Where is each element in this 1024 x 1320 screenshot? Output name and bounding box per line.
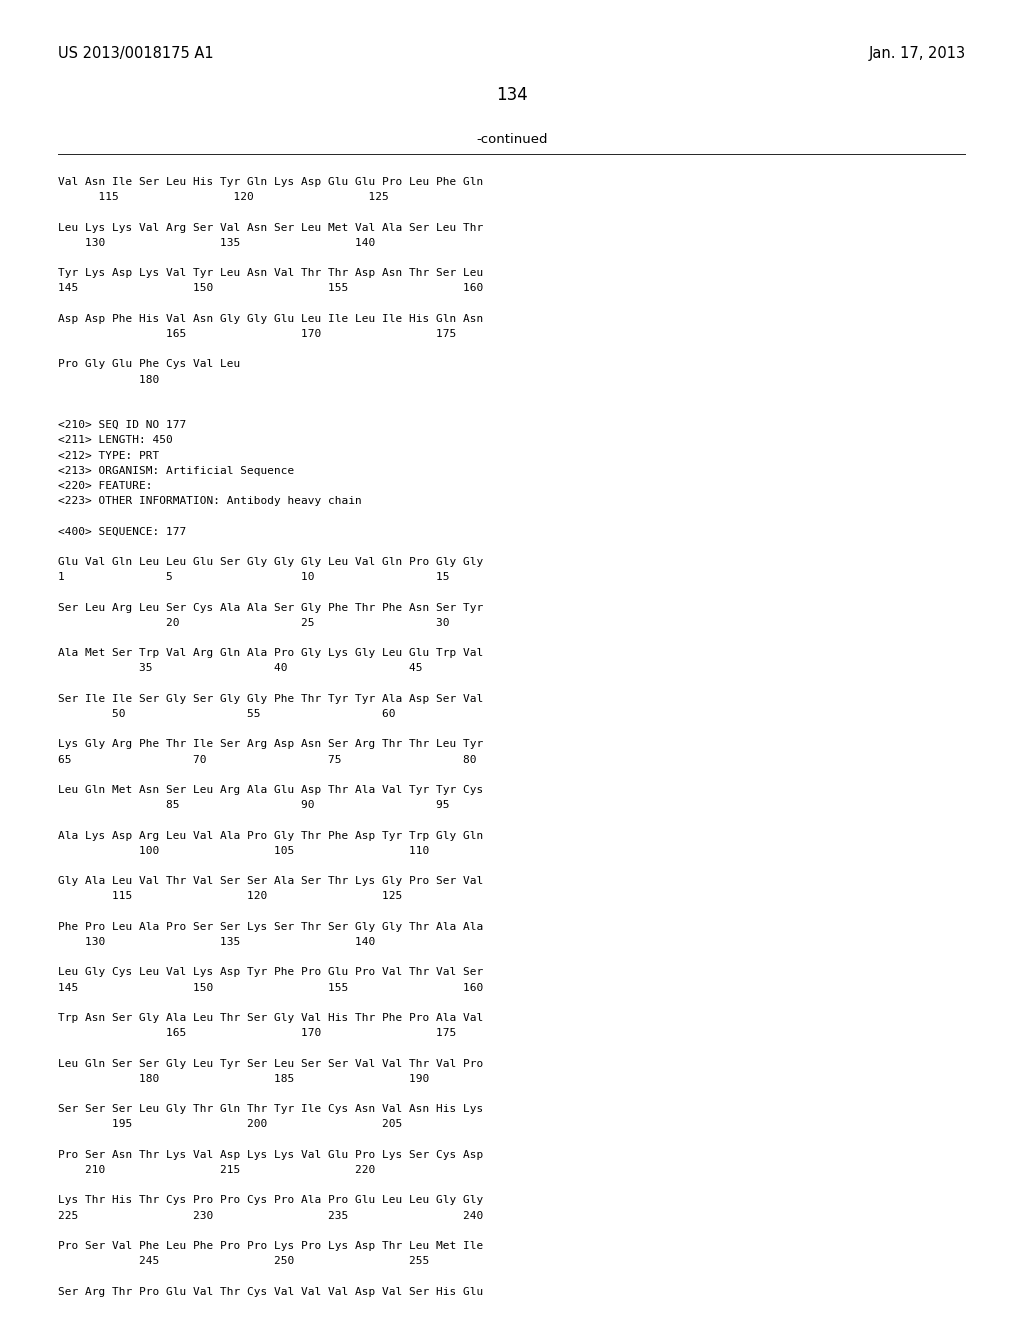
Text: <400> SEQUENCE: 177: <400> SEQUENCE: 177 — [58, 527, 186, 537]
Text: 35                  40                  45: 35 40 45 — [58, 664, 423, 673]
Text: 225                 230                 235                 240: 225 230 235 240 — [58, 1210, 483, 1221]
Text: 165                 170                 175: 165 170 175 — [58, 329, 457, 339]
Text: 85                  90                  95: 85 90 95 — [58, 800, 450, 810]
Text: 145                 150                 155                 160: 145 150 155 160 — [58, 982, 483, 993]
Text: <210> SEQ ID NO 177: <210> SEQ ID NO 177 — [58, 420, 186, 430]
Text: 115                 120                 125: 115 120 125 — [58, 193, 389, 202]
Text: 100                 105                 110: 100 105 110 — [58, 846, 429, 855]
Text: Glu Val Gln Leu Leu Glu Ser Gly Gly Gly Leu Val Gln Pro Gly Gly: Glu Val Gln Leu Leu Glu Ser Gly Gly Gly … — [58, 557, 483, 568]
Text: <220> FEATURE:: <220> FEATURE: — [58, 480, 153, 491]
Text: Lys Gly Arg Phe Thr Ile Ser Arg Asp Asn Ser Arg Thr Thr Leu Tyr: Lys Gly Arg Phe Thr Ile Ser Arg Asp Asn … — [58, 739, 483, 750]
Text: 115                 120                 125: 115 120 125 — [58, 891, 402, 902]
Text: Ala Lys Asp Arg Leu Val Ala Pro Gly Thr Phe Asp Tyr Trp Gly Gln: Ala Lys Asp Arg Leu Val Ala Pro Gly Thr … — [58, 830, 483, 841]
Text: Pro Ser Val Phe Leu Phe Pro Pro Lys Pro Lys Asp Thr Leu Met Ile: Pro Ser Val Phe Leu Phe Pro Pro Lys Pro … — [58, 1241, 483, 1251]
Text: -continued: -continued — [476, 133, 548, 147]
Text: 20                  25                  30: 20 25 30 — [58, 618, 450, 628]
Text: Lys Thr His Thr Cys Pro Pro Cys Pro Ala Pro Glu Leu Leu Gly Gly: Lys Thr His Thr Cys Pro Pro Cys Pro Ala … — [58, 1196, 483, 1205]
Text: Asp Asp Phe His Val Asn Gly Gly Glu Leu Ile Leu Ile His Gln Asn: Asp Asp Phe His Val Asn Gly Gly Glu Leu … — [58, 314, 483, 323]
Text: 130                 135                 140: 130 135 140 — [58, 238, 375, 248]
Text: Leu Gly Cys Leu Val Lys Asp Tyr Phe Pro Glu Pro Val Thr Val Ser: Leu Gly Cys Leu Val Lys Asp Tyr Phe Pro … — [58, 968, 483, 977]
Text: <212> TYPE: PRT: <212> TYPE: PRT — [58, 450, 160, 461]
Text: Leu Gln Ser Ser Gly Leu Tyr Ser Leu Ser Ser Val Val Thr Val Pro: Leu Gln Ser Ser Gly Leu Tyr Ser Leu Ser … — [58, 1059, 483, 1069]
Text: 50                  55                  60: 50 55 60 — [58, 709, 395, 719]
Text: US 2013/0018175 A1: US 2013/0018175 A1 — [58, 46, 214, 61]
Text: 180                 185                 190: 180 185 190 — [58, 1073, 429, 1084]
Text: <213> ORGANISM: Artificial Sequence: <213> ORGANISM: Artificial Sequence — [58, 466, 294, 475]
Text: 134: 134 — [496, 86, 528, 104]
Text: <211> LENGTH: 450: <211> LENGTH: 450 — [58, 436, 173, 445]
Text: Tyr Lys Asp Lys Val Tyr Leu Asn Val Thr Thr Asp Asn Thr Ser Leu: Tyr Lys Asp Lys Val Tyr Leu Asn Val Thr … — [58, 268, 483, 279]
Text: Val Asn Ile Ser Leu His Tyr Gln Lys Asp Glu Glu Pro Leu Phe Gln: Val Asn Ile Ser Leu His Tyr Gln Lys Asp … — [58, 177, 483, 187]
Text: Pro Ser Asn Thr Lys Val Asp Lys Lys Val Glu Pro Lys Ser Cys Asp: Pro Ser Asn Thr Lys Val Asp Lys Lys Val … — [58, 1150, 483, 1160]
Text: Phe Pro Leu Ala Pro Ser Ser Lys Ser Thr Ser Gly Gly Thr Ala Ala: Phe Pro Leu Ala Pro Ser Ser Lys Ser Thr … — [58, 921, 483, 932]
Text: 1               5                   10                  15: 1 5 10 15 — [58, 572, 450, 582]
Text: Jan. 17, 2013: Jan. 17, 2013 — [869, 46, 966, 61]
Text: Ser Arg Thr Pro Glu Val Thr Cys Val Val Val Asp Val Ser His Glu: Ser Arg Thr Pro Glu Val Thr Cys Val Val … — [58, 1287, 483, 1296]
Text: 130                 135                 140: 130 135 140 — [58, 937, 375, 946]
Text: 245                 250                 255: 245 250 255 — [58, 1257, 429, 1266]
Text: 195                 200                 205: 195 200 205 — [58, 1119, 402, 1130]
Text: 210                 215                 220: 210 215 220 — [58, 1166, 375, 1175]
Text: Leu Lys Lys Val Arg Ser Val Asn Ser Leu Met Val Ala Ser Leu Thr: Leu Lys Lys Val Arg Ser Val Asn Ser Leu … — [58, 223, 483, 232]
Text: Trp Asn Ser Gly Ala Leu Thr Ser Gly Val His Thr Phe Pro Ala Val: Trp Asn Ser Gly Ala Leu Thr Ser Gly Val … — [58, 1012, 483, 1023]
Text: 180: 180 — [58, 375, 160, 384]
Text: Ser Leu Arg Leu Ser Cys Ala Ala Ser Gly Phe Thr Phe Asn Ser Tyr: Ser Leu Arg Leu Ser Cys Ala Ala Ser Gly … — [58, 603, 483, 612]
Text: Ala Met Ser Trp Val Arg Gln Ala Pro Gly Lys Gly Leu Glu Trp Val: Ala Met Ser Trp Val Arg Gln Ala Pro Gly … — [58, 648, 483, 659]
Text: 165                 170                 175: 165 170 175 — [58, 1028, 457, 1039]
Text: Pro Gly Glu Phe Cys Val Leu: Pro Gly Glu Phe Cys Val Leu — [58, 359, 241, 370]
Text: Leu Gln Met Asn Ser Leu Arg Ala Glu Asp Thr Ala Val Tyr Tyr Cys: Leu Gln Met Asn Ser Leu Arg Ala Glu Asp … — [58, 785, 483, 795]
Text: Ser Ser Ser Leu Gly Thr Gln Thr Tyr Ile Cys Asn Val Asn His Lys: Ser Ser Ser Leu Gly Thr Gln Thr Tyr Ile … — [58, 1105, 483, 1114]
Text: Gly Ala Leu Val Thr Val Ser Ser Ala Ser Thr Lys Gly Pro Ser Val: Gly Ala Leu Val Thr Val Ser Ser Ala Ser … — [58, 876, 483, 886]
Text: 65                  70                  75                  80: 65 70 75 80 — [58, 755, 476, 764]
Text: Ser Ile Ile Ser Gly Ser Gly Gly Phe Thr Tyr Tyr Ala Asp Ser Val: Ser Ile Ile Ser Gly Ser Gly Gly Phe Thr … — [58, 694, 483, 704]
Text: 145                 150                 155                 160: 145 150 155 160 — [58, 284, 483, 293]
Text: <223> OTHER INFORMATION: Antibody heavy chain: <223> OTHER INFORMATION: Antibody heavy … — [58, 496, 361, 506]
